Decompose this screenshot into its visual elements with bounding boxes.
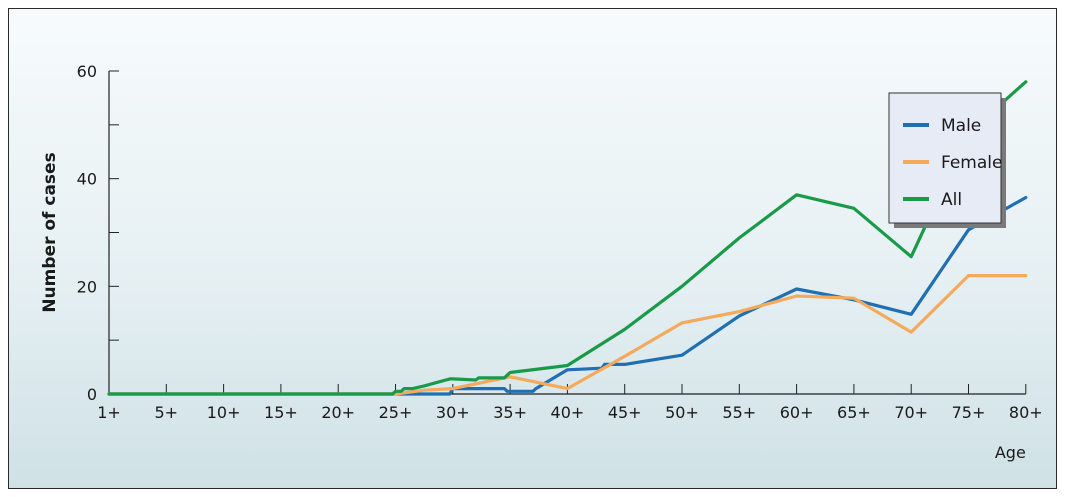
legend-box xyxy=(888,92,1002,224)
legend-label-female: Female xyxy=(941,153,1002,173)
y-tick-label: 60 xyxy=(77,62,97,81)
x-tick-label: 65+ xyxy=(837,403,871,422)
series-layer xyxy=(107,80,1028,396)
axes: 0 20 40 60 1+ 5+ 10+ 15+ 20+ 25+ 30+ 35+ 40+ 45+ 50+ 55… xyxy=(77,62,1043,422)
x-tick-label: 75+ xyxy=(952,403,986,422)
y-tick-label: 20 xyxy=(77,277,97,296)
x-tick-label: 1+ xyxy=(97,403,121,422)
y-tick-label: 40 xyxy=(77,170,97,189)
legend: Male Female All xyxy=(888,92,1006,228)
x-tick-label: 70+ xyxy=(894,403,928,422)
x-tick-label: 10+ xyxy=(207,403,241,422)
x-tick-label: 5+ xyxy=(155,403,179,422)
x-tick-label: 60+ xyxy=(780,403,814,422)
x-tick-label: 35+ xyxy=(493,403,527,422)
x-tick-label: 45+ xyxy=(608,403,642,422)
x-axis-title: Age xyxy=(995,443,1026,462)
series-line-female xyxy=(107,274,1028,396)
x-tick-label: 25+ xyxy=(379,403,413,422)
series-line-all xyxy=(107,80,1028,396)
y-axis-title: Number of cases xyxy=(40,152,60,312)
x-tick-label: 50+ xyxy=(665,403,699,422)
legend-label-male: Male xyxy=(941,116,981,136)
x-tick-label: 20+ xyxy=(321,403,355,422)
x-tick-label: 55+ xyxy=(722,403,756,422)
y-tick-label: 0 xyxy=(87,385,97,404)
x-tick-label: 15+ xyxy=(264,403,298,422)
legend-label-all: All xyxy=(941,190,962,210)
chart-frame: 0 20 40 60 1+ 5+ 10+ 15+ 20+ 25+ 30+ 35+ 40+ 45+ 50+ 55… xyxy=(8,8,1057,489)
line-chart: 0 20 40 60 1+ 5+ 10+ 15+ 20+ 25+ 30+ 35+ 40+ 45+ 50+ 55… xyxy=(40,62,1043,462)
x-tick-label: 80+ xyxy=(1009,403,1043,422)
x-tick-label: 40+ xyxy=(551,403,585,422)
x-tick-label: 30+ xyxy=(436,403,470,422)
